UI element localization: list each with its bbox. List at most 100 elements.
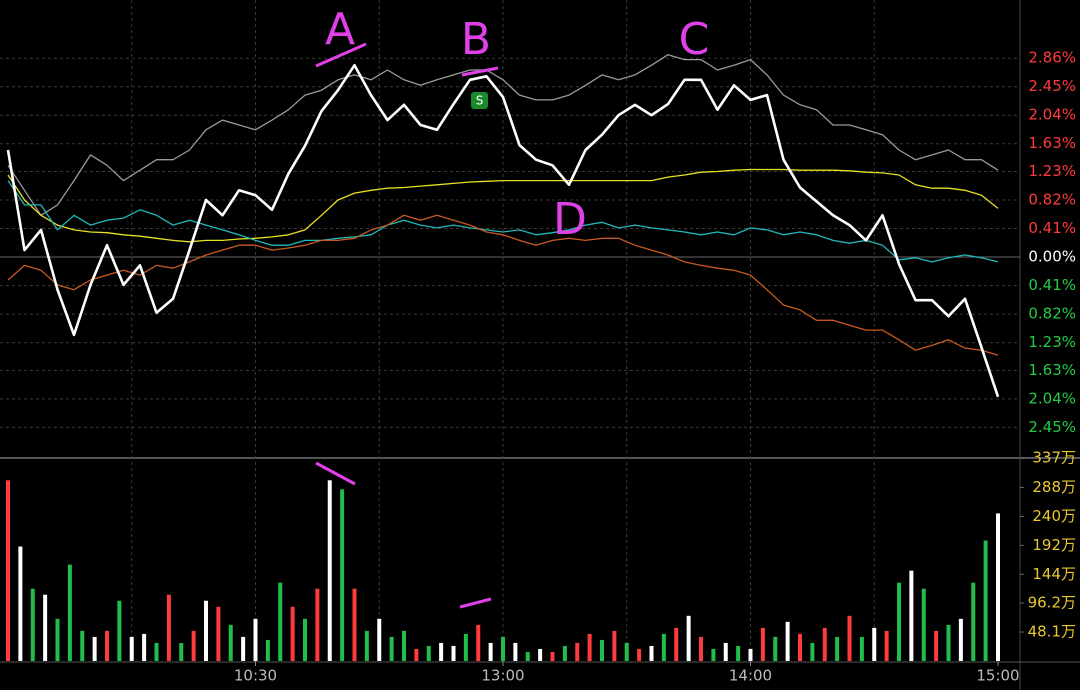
y-tick-label: 2.45% xyxy=(1028,77,1076,95)
volume-bar xyxy=(525,651,530,661)
price-line xyxy=(7,180,999,263)
volume-bar xyxy=(377,618,382,661)
volume-bar xyxy=(760,627,765,661)
volume-bar xyxy=(773,636,778,661)
y-tick-label: 1.23% xyxy=(1028,162,1076,180)
volume-bar xyxy=(884,630,889,661)
volume-bar xyxy=(340,489,345,661)
volume-bar xyxy=(934,630,939,661)
volume-bar xyxy=(55,618,60,661)
y-tick-label: 337万 xyxy=(1032,449,1076,467)
volume-bar xyxy=(451,645,456,661)
volume-bar xyxy=(389,636,394,661)
volume-bar xyxy=(179,642,184,661)
price-line xyxy=(7,168,999,243)
volume-bar xyxy=(748,648,753,661)
volume-bar xyxy=(785,621,790,661)
y-tick-label: 48.1万 xyxy=(1028,623,1076,641)
volume-bar xyxy=(909,570,914,661)
volume-bar xyxy=(575,642,580,661)
y-tick-label: 1.23% xyxy=(1028,333,1076,351)
signal-label: S xyxy=(476,94,484,108)
volume-bar xyxy=(661,633,666,661)
volume-bar xyxy=(191,630,196,661)
volume-bar xyxy=(92,636,97,661)
y-tick-label: 1.63% xyxy=(1028,134,1076,152)
y-tick-label: 1.63% xyxy=(1028,361,1076,379)
volume-bar xyxy=(303,618,307,661)
y-tick-label: 144万 xyxy=(1032,565,1076,583)
annotation: B xyxy=(461,14,491,65)
annotation-stroke xyxy=(315,42,367,68)
volume-bar xyxy=(278,582,283,661)
annotation: D xyxy=(553,194,587,245)
volume-bar xyxy=(129,636,134,661)
volume-bar xyxy=(364,630,369,661)
volume-bar xyxy=(43,594,48,661)
volume-bar xyxy=(30,588,35,661)
volume-bar xyxy=(822,627,827,661)
price-line xyxy=(6,63,1000,398)
y-tick-label: 0.41% xyxy=(1028,219,1076,237)
volume-bar xyxy=(204,600,208,661)
annotation-stroke xyxy=(315,461,356,486)
y-tick-label: 288万 xyxy=(1032,478,1076,496)
y-tick-label: 192万 xyxy=(1032,536,1076,554)
volume-bar xyxy=(327,480,332,661)
volume-bar xyxy=(253,618,258,661)
volume-bar xyxy=(686,615,691,661)
volume-bar xyxy=(476,624,481,661)
volume-bar xyxy=(971,582,976,661)
volume-bar xyxy=(488,642,493,661)
volume-bar xyxy=(352,588,357,661)
volume-bar xyxy=(18,546,23,661)
y-tick-label: 2.04% xyxy=(1028,389,1076,407)
volume-bar xyxy=(265,639,270,661)
y-tick-label: 0.82% xyxy=(1028,191,1076,209)
y-tick-label: 2.04% xyxy=(1028,106,1076,124)
volume-bar xyxy=(649,645,654,661)
volume-bar xyxy=(674,627,679,661)
y-tick-label: 0.82% xyxy=(1028,305,1076,323)
volume-bar xyxy=(810,642,815,661)
volume-bar xyxy=(946,624,951,661)
price-line xyxy=(7,54,999,216)
volume-bar xyxy=(859,636,864,661)
volume-bar xyxy=(538,648,543,661)
x-tick-label: 13:00 xyxy=(481,667,524,685)
volume-bar xyxy=(996,513,1000,661)
y-tick-label: 0.41% xyxy=(1028,276,1076,294)
y-tick-label: 240万 xyxy=(1032,507,1076,525)
y-tick-label: 0.00% xyxy=(1028,248,1076,266)
volume-bar xyxy=(612,630,617,661)
volume-bar xyxy=(463,633,468,661)
volume-bar xyxy=(600,639,604,661)
volume-bar xyxy=(315,588,320,661)
volume-bar xyxy=(216,606,221,661)
x-tick-label: 15:00 xyxy=(976,667,1019,685)
volume-bar xyxy=(80,630,85,661)
volume-bar xyxy=(426,645,431,661)
volume-bar xyxy=(550,651,555,661)
volume-bar xyxy=(513,642,518,661)
volume-bar xyxy=(835,636,840,661)
volume-bar xyxy=(699,636,703,661)
y-tick-label: 2.45% xyxy=(1028,418,1076,436)
volume-bar xyxy=(501,636,505,661)
volume-bar xyxy=(67,564,72,661)
x-tick-label: 10:30 xyxy=(234,667,277,685)
volume-bar xyxy=(958,618,963,661)
volume-bar xyxy=(414,648,419,661)
volume-bar xyxy=(105,630,109,661)
volume-bar xyxy=(872,627,877,661)
y-tick-label: 96.2万 xyxy=(1028,594,1076,612)
volume-bar xyxy=(637,648,642,661)
volume-bar xyxy=(897,582,901,661)
volume-bar xyxy=(711,648,716,661)
annotation: C xyxy=(679,14,710,65)
annotation-stroke xyxy=(461,66,499,77)
volume-bar xyxy=(402,630,406,661)
signal-marker xyxy=(471,92,488,109)
volume-bar xyxy=(624,642,629,661)
